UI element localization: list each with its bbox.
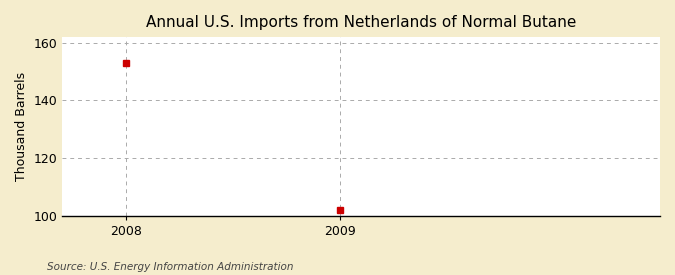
Text: Source: U.S. Energy Information Administration: Source: U.S. Energy Information Administ…	[47, 262, 294, 272]
Y-axis label: Thousand Barrels: Thousand Barrels	[15, 72, 28, 181]
Title: Annual U.S. Imports from Netherlands of Normal Butane: Annual U.S. Imports from Netherlands of …	[146, 15, 576, 30]
